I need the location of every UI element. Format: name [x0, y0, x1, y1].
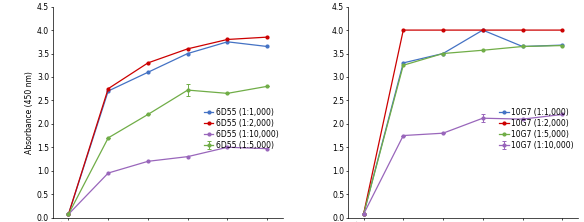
- Legend: 6D55 (1:1,000), 6D55 (1:2,000), 6D55 (1:10,000), 6D55 (1:5,000): 6D55 (1:1,000), 6D55 (1:2,000), 6D55 (1:…: [204, 107, 279, 151]
- 6D55 (1:1,000): [264, 45, 271, 48]
- 10G7 (1:2,000): [519, 29, 526, 32]
- 6D55 (1:10,000): [65, 213, 72, 216]
- Line: 6D55 (1:10,000): 6D55 (1:10,000): [67, 146, 269, 216]
- Legend: 10G7 (1:1,000), 10G7 (1:2,000), 10G7 (1:5,000), 10G7 (1:10,000): 10G7 (1:1,000), 10G7 (1:2,000), 10G7 (1:…: [499, 107, 574, 151]
- 6D55 (1:2,000): [144, 61, 151, 64]
- 10G7 (1:5,000): [440, 52, 447, 55]
- 6D55 (1:1,000): [65, 213, 72, 216]
- 6D55 (1:1,000): [144, 71, 151, 74]
- 10G7 (1:2,000): [479, 29, 486, 32]
- 10G7 (1:5,000): [360, 213, 367, 216]
- 6D55 (1:2,000): [224, 38, 231, 41]
- 10G7 (1:2,000): [559, 29, 566, 32]
- 6D55 (1:2,000): [65, 213, 72, 216]
- 10G7 (1:5,000): [479, 49, 486, 52]
- 6D55 (1:10,000): [105, 172, 112, 174]
- Line: 10G7 (1:1,000): 10G7 (1:1,000): [362, 29, 564, 216]
- 10G7 (1:2,000): [360, 213, 367, 216]
- 6D55 (1:2,000): [105, 87, 112, 90]
- 6D55 (1:10,000): [224, 146, 231, 149]
- 6D55 (1:2,000): [264, 36, 271, 38]
- 10G7 (1:1,000): [559, 44, 566, 46]
- 6D55 (1:10,000): [264, 147, 271, 150]
- Line: 10G7 (1:2,000): 10G7 (1:2,000): [362, 29, 564, 216]
- 6D55 (1:1,000): [105, 90, 112, 92]
- 10G7 (1:2,000): [400, 29, 407, 32]
- 10G7 (1:1,000): [479, 29, 486, 32]
- Line: 6D55 (1:2,000): 6D55 (1:2,000): [67, 36, 269, 216]
- 10G7 (1:5,000): [559, 44, 566, 47]
- 10G7 (1:2,000): [440, 29, 447, 32]
- Line: 10G7 (1:5,000): 10G7 (1:5,000): [362, 44, 564, 216]
- Line: 6D55 (1:1,000): 6D55 (1:1,000): [67, 40, 269, 216]
- 6D55 (1:2,000): [184, 48, 191, 50]
- 10G7 (1:1,000): [440, 52, 447, 55]
- Y-axis label: Absorbance (450 nm): Absorbance (450 nm): [25, 71, 34, 154]
- 6D55 (1:10,000): [184, 155, 191, 158]
- 6D55 (1:1,000): [184, 52, 191, 55]
- 6D55 (1:1,000): [224, 40, 231, 43]
- 10G7 (1:5,000): [519, 45, 526, 48]
- 10G7 (1:1,000): [400, 61, 407, 64]
- 10G7 (1:1,000): [519, 45, 526, 48]
- 10G7 (1:1,000): [360, 213, 367, 216]
- 10G7 (1:5,000): [400, 64, 407, 67]
- 6D55 (1:10,000): [144, 160, 151, 163]
